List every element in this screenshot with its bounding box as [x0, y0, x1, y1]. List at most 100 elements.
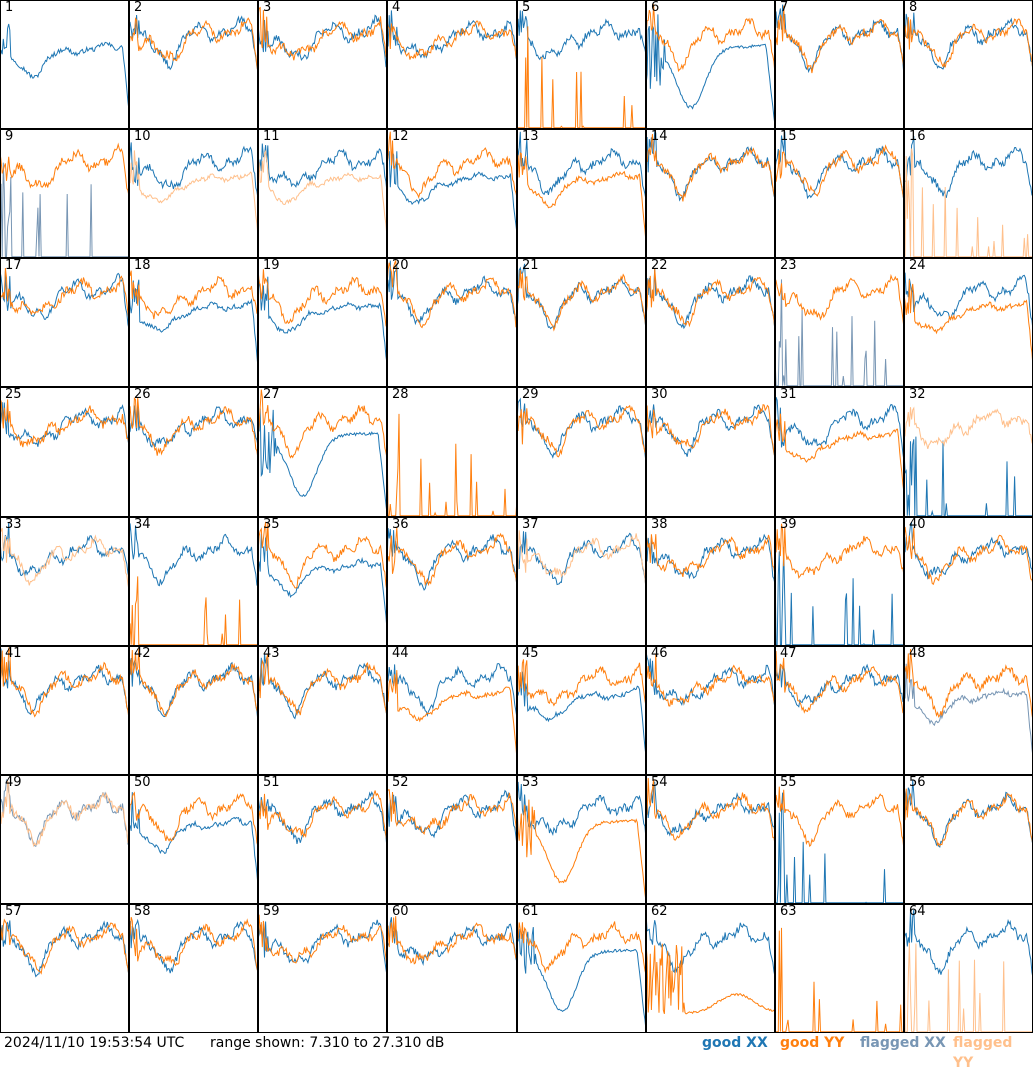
yy-series-line: [517, 26, 646, 129]
panel-border: [517, 258, 646, 387]
panel-border: [387, 129, 517, 258]
panel-8: 8: [904, 0, 1033, 129]
legend-flagged-yy: flagged YY: [953, 1035, 1013, 1071]
panel-plot: [387, 517, 517, 646]
panel-plot: [129, 517, 258, 646]
panel-border: [258, 258, 387, 387]
panel-number: 15: [780, 129, 797, 144]
panel-plot: [387, 258, 517, 387]
yy-series-line: [904, 923, 1033, 1033]
xx-series-line: [775, 547, 904, 646]
panel-19: 19: [258, 258, 387, 387]
yy-series-line: [0, 267, 129, 321]
panel-number: 30: [651, 387, 668, 402]
panel-border: [904, 775, 1033, 904]
yy-series-line: [258, 914, 387, 968]
panel-number: 12: [392, 129, 409, 144]
xx-series-line: [646, 404, 775, 458]
panel-border: [775, 387, 904, 517]
panel-number: 46: [651, 646, 668, 661]
panel-number: 1: [5, 0, 14, 15]
yy-series-line: [258, 389, 387, 459]
yy-series-line: [775, 5, 904, 74]
panel-number: 5: [522, 0, 531, 15]
panel-number: 54: [651, 775, 668, 790]
panel-14: 14: [646, 129, 775, 258]
xx-series-line: [775, 397, 904, 462]
xx-series-line: [258, 653, 387, 720]
panel-border: [129, 904, 258, 1033]
xx-series-line: [646, 912, 775, 977]
xx-series-line: [0, 920, 129, 978]
yy-series-line: [904, 406, 1033, 450]
panel-border: [129, 517, 258, 646]
panel-18: 18: [129, 258, 258, 387]
panel-plot: [517, 258, 646, 387]
panel-border: [517, 517, 646, 646]
panel-plot: [0, 387, 129, 517]
range-text: range shown: 7.310 to 27.310 dB: [210, 1035, 445, 1051]
xx-series-line: [387, 662, 517, 719]
panel-plot: [258, 904, 387, 1033]
xx-series-line: [387, 789, 517, 846]
panel-23: 23: [775, 258, 904, 387]
yy-series-line: [129, 648, 258, 718]
panel-border: [258, 0, 387, 129]
panel-number: 24: [909, 258, 926, 273]
panel-3: 3: [258, 0, 387, 129]
yy-series-line: [646, 4, 775, 75]
panel-border: [258, 646, 387, 775]
panel-plot: [129, 258, 258, 387]
panel-55: 55: [775, 775, 904, 904]
xx-series-line: [0, 270, 129, 330]
yy-series-line: [775, 273, 904, 329]
xx-series-line: [258, 408, 387, 514]
yy-series-line: [775, 927, 904, 1033]
yy-series-line: [129, 17, 258, 74]
panel-plot: [258, 258, 387, 387]
panel-plot: [129, 646, 258, 775]
panel-border: [387, 775, 517, 904]
panel-number: 34: [134, 517, 151, 532]
xx-series-line: [0, 648, 129, 716]
panel-plot: [387, 0, 517, 129]
panel-border: [258, 129, 387, 258]
panel-number: 26: [134, 387, 151, 402]
panel-plot: [129, 0, 258, 129]
yy-series-line: [775, 413, 904, 494]
panel-number: 55: [780, 775, 797, 790]
panel-7: 7: [775, 0, 904, 129]
xx-series-line: [0, 402, 129, 447]
panel-15: 15: [775, 129, 904, 258]
panel-10: 10: [129, 129, 258, 258]
panel-44: 44: [387, 646, 517, 775]
panel-number: 64: [909, 904, 926, 919]
panel-plot: [258, 0, 387, 129]
timestamp: 2024/11/10 19:53:54 UTC: [4, 1035, 185, 1051]
panel-plot: [517, 775, 646, 904]
xx-series-line: [129, 142, 258, 199]
yy-series-line: [387, 413, 517, 517]
panel-plot: [904, 904, 1033, 1033]
panel-number: 39: [780, 517, 797, 532]
yy-series-line: [517, 799, 646, 902]
panel-number: 38: [651, 517, 668, 532]
panel-plot: [904, 0, 1033, 129]
panel-border: [775, 517, 904, 646]
panel-24: 24: [904, 258, 1033, 387]
spectra-grid: 1 2 3 4 5 6 7 8 9 10 11 12 13 14 15 16 17 18 19 20 21 22 23 24 2…: [0, 0, 1033, 1033]
panel-number: 47: [780, 646, 797, 661]
panel-border: [0, 0, 129, 129]
xx-series-line: [258, 919, 387, 976]
panel-26: 26: [129, 387, 258, 517]
panel-plot: [387, 387, 517, 517]
yy-series-line: [646, 404, 775, 460]
yy-series-line: [129, 267, 258, 320]
yy-series-line: [129, 916, 258, 974]
panel-number: 37: [522, 517, 539, 532]
yy-series-line: [646, 653, 775, 707]
panel-plot: [775, 258, 904, 387]
xx-series-line: [0, 23, 129, 111]
panel-20: 20: [387, 258, 517, 387]
panel-63: 63: [775, 904, 904, 1033]
